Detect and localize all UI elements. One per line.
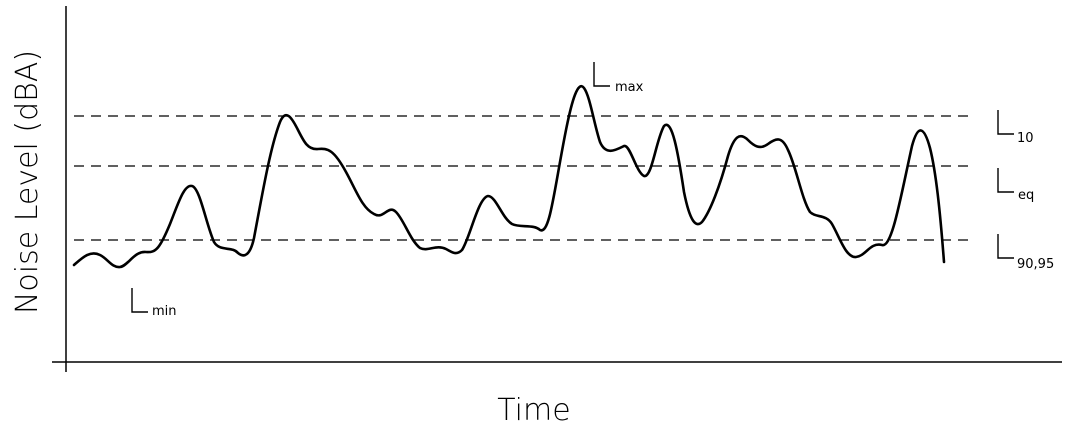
- l10-bracket: [997, 110, 1014, 135]
- x-axis-title: Time: [497, 393, 570, 424]
- leq-bracket: [997, 168, 1014, 193]
- lmax-subscript: max: [615, 80, 644, 95]
- leq-subscript: eq: [1018, 188, 1034, 203]
- y-axis-title: Noise Level (dBA): [10, 50, 45, 314]
- l10-subscript: 10: [1017, 131, 1034, 146]
- lmin-bracket: [131, 288, 148, 313]
- l90-95-subscript: 90,95: [1017, 257, 1054, 272]
- lmax-bracket: [593, 62, 610, 87]
- noise-level-curve: [72, 84, 946, 269]
- l90-95-bracket: [997, 234, 1014, 259]
- lmin-subscript: min: [152, 304, 177, 319]
